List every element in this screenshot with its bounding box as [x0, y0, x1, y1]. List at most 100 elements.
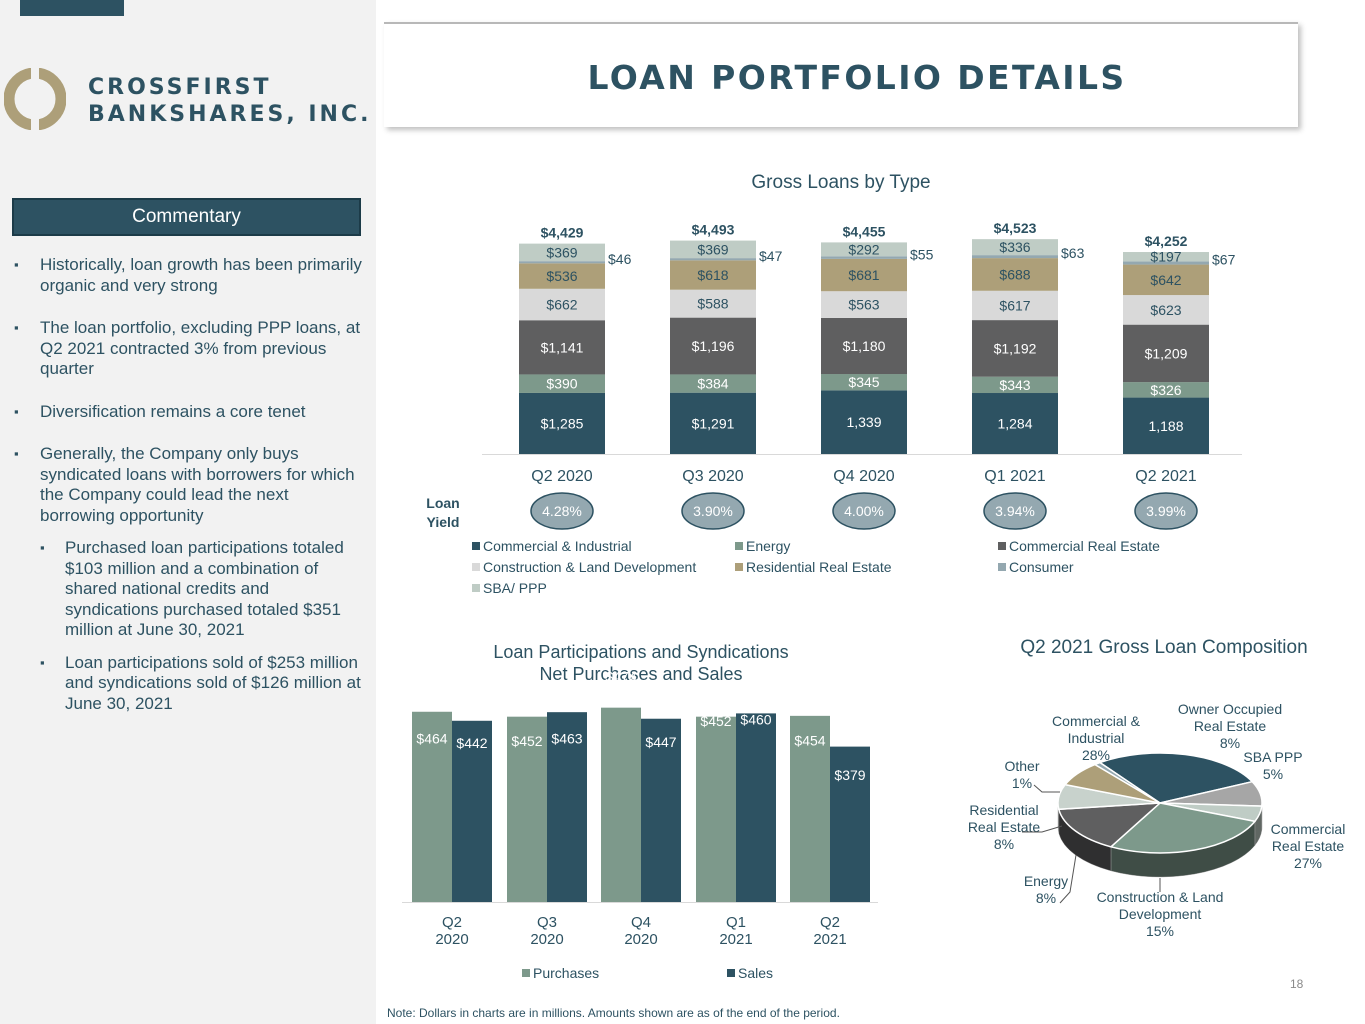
- category-label: Q2 2020: [531, 468, 592, 485]
- bar-segment-energy: [519, 374, 605, 393]
- data-label-cre: $1,141: [541, 339, 584, 355]
- data-label-energy: $390: [546, 376, 577, 392]
- company-name-line-1: CROSSFIRST: [88, 75, 272, 100]
- data-label-construction: $617: [999, 297, 1030, 313]
- yield-label: Loan: [426, 495, 459, 511]
- bar-segment-construction: [1123, 295, 1209, 325]
- bar-segment-cre: [821, 317, 907, 375]
- category-label: 2021: [813, 931, 846, 948]
- page-number: 18: [1290, 977, 1304, 991]
- total-label: $4,455: [843, 223, 886, 239]
- commentary-bullet: Diversification remains a core tenet: [14, 402, 364, 423]
- data-label-energy: $384: [697, 376, 728, 392]
- data-label-residential: $681: [848, 267, 879, 283]
- data-label-consumer: $55: [910, 246, 934, 262]
- pie-label: Real Estate: [1194, 718, 1267, 734]
- category-label: Q1 2021: [984, 468, 1045, 485]
- pie-side-shade: [1254, 806, 1262, 846]
- yield-bubble: [530, 492, 594, 530]
- bar-segment-construction: [519, 288, 605, 321]
- company-name: CROSSFIRST BANKSHARES, INC.: [88, 74, 371, 128]
- pie-label: 8%: [1036, 890, 1056, 906]
- pie-label: 28%: [1082, 747, 1110, 763]
- legend-swatch-cre: [998, 542, 1006, 550]
- category-label: Q2: [442, 914, 462, 931]
- data-label-cre: $1,180: [843, 338, 886, 354]
- bar-purchases: [696, 716, 736, 902]
- category-label: 2020: [530, 931, 563, 948]
- data-label-sba: $197: [1150, 249, 1181, 265]
- pie-label: 27%: [1294, 855, 1322, 871]
- legend-label: Purchases: [533, 965, 599, 981]
- chart-subtitle: Net Purchases and Sales: [539, 664, 742, 684]
- data-label: $452: [700, 713, 731, 729]
- pie-label: Industrial: [1068, 730, 1125, 746]
- data-label-construction: $563: [848, 297, 879, 313]
- data-label-ci: 1,284: [997, 416, 1032, 432]
- bar-segment-sba: [972, 239, 1058, 256]
- data-label-consumer: $46: [608, 251, 632, 267]
- yield-bubble: [681, 492, 745, 530]
- category-label: Q1: [726, 914, 746, 931]
- commentary-sub-bullet: Loan participations sold of $253 million…: [40, 653, 364, 715]
- data-label-residential: $688: [999, 266, 1030, 282]
- data-label-consumer: $47: [759, 248, 783, 264]
- commentary-bullet: Historically, loan growth has been prima…: [14, 255, 364, 296]
- data-label-consumer: $63: [1061, 245, 1085, 261]
- data-label-ci: $1,291: [692, 415, 735, 431]
- bar-segment-residential: [1123, 264, 1209, 296]
- bar-segment-ci: [1123, 397, 1209, 454]
- pie-label: 8%: [1220, 735, 1240, 751]
- bar-segment-cre: [1123, 324, 1209, 383]
- data-label-sba: $369: [546, 244, 577, 260]
- yield-value: 3.94%: [995, 503, 1035, 519]
- pie-label: Other: [1004, 758, 1039, 774]
- commentary-sub-bullet: Purchased loan participations totaled $1…: [40, 538, 364, 641]
- data-label: $447: [645, 734, 676, 750]
- data-label: $442: [456, 735, 487, 751]
- legend-swatch-construction: [472, 563, 480, 571]
- data-label-energy: $345: [848, 374, 879, 390]
- yield-bubble: [983, 492, 1047, 530]
- legend-swatch-energy: [735, 542, 743, 550]
- total-label: $4,493: [692, 222, 735, 238]
- bar-segment-residential: [519, 263, 605, 289]
- bar-segment-sba: [670, 240, 756, 259]
- yield-bubble: [832, 492, 896, 530]
- category-label: Q3 2020: [682, 468, 743, 485]
- data-label-ci: $1,285: [541, 415, 584, 431]
- yield-value: 3.90%: [693, 503, 733, 519]
- bar-segment-consumer: [519, 261, 605, 264]
- yield-bubble: [1134, 492, 1198, 530]
- pie-label: Owner Occupied: [1178, 701, 1282, 717]
- company-name-line-2: BANKSHARES, INC.: [88, 102, 372, 127]
- leader-line: [1059, 854, 1077, 904]
- yield-label: Yield: [427, 514, 460, 530]
- data-label-cre: $1,209: [1145, 345, 1188, 361]
- bar-segment-construction: [670, 289, 756, 318]
- pie-slice: [1057, 802, 1163, 848]
- bar-purchases: [601, 707, 641, 902]
- legend-swatch: [522, 969, 530, 977]
- legend-label: Sales: [738, 965, 773, 981]
- data-label-consumer: $67: [1212, 251, 1236, 267]
- category-label: 2021: [719, 931, 752, 948]
- bar-purchases: [412, 711, 452, 902]
- bar-segment-energy: [972, 376, 1058, 394]
- bar-sales: [736, 713, 776, 902]
- bar-segment-ci: [519, 392, 605, 454]
- data-label-residential: $642: [1150, 272, 1181, 288]
- data-label: $452: [511, 733, 542, 749]
- yield-value: 4.28%: [542, 503, 582, 519]
- data-label-sba: $292: [848, 241, 879, 257]
- commentary-bullet: The loan portfolio, excluding PPP loans,…: [14, 318, 364, 380]
- pie-slice: [1093, 761, 1161, 804]
- pie-label: 15%: [1146, 923, 1174, 939]
- data-label: $460: [740, 711, 771, 727]
- data-label: $379: [834, 767, 865, 783]
- bar-purchases: [507, 716, 547, 902]
- category-label: Q2: [820, 914, 840, 931]
- data-label-sba: $336: [999, 239, 1030, 255]
- chart-title: Q2 2021 Gross Loan Composition: [1020, 637, 1307, 658]
- bar-segment-residential: [972, 258, 1058, 291]
